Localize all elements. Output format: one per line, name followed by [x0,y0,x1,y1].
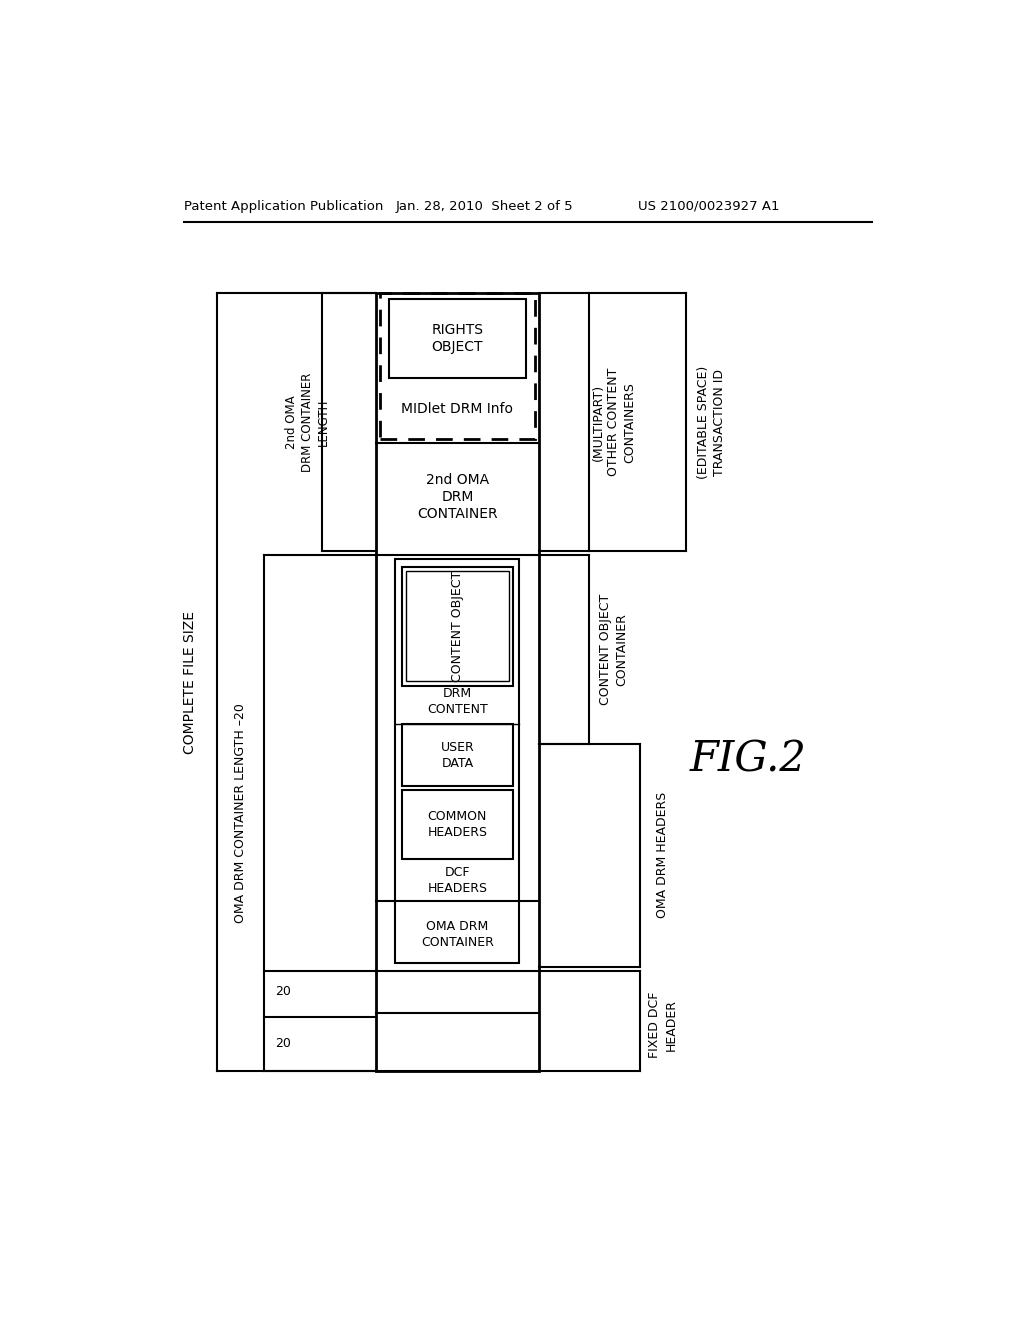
Text: (EDITABLE SPACE)
TRANSACTION ID: (EDITABLE SPACE) TRANSACTION ID [697,366,726,479]
Text: Patent Application Publication: Patent Application Publication [183,199,383,213]
Text: CONTENT OBJECT
CONTAINER: CONTENT OBJECT CONTAINER [599,594,629,705]
Text: 2nd OMA
DRM CONTAINER
LENGTH: 2nd OMA DRM CONTAINER LENGTH [286,372,331,471]
Text: COMMON
HEADERS: COMMON HEADERS [427,810,487,840]
Text: CONTENT OBJECT: CONTENT OBJECT [451,570,464,682]
Bar [401,789,513,859]
Text: MIDlet DRM Info: MIDlet DRM Info [401,401,513,416]
Text: OMA DRM HEADERS: OMA DRM HEADERS [656,792,670,919]
Text: (MULTIPART)
OTHER CONTENT
CONTAINERS: (MULTIPART) OTHER CONTENT CONTAINERS [592,368,637,477]
Text: 20: 20 [275,986,291,998]
Text: US 2100/0023927 A1: US 2100/0023927 A1 [638,199,779,213]
Text: USER
DATA: USER DATA [440,741,474,770]
Bar [407,572,509,681]
Bar [380,293,535,440]
Text: OMA DRM
CONTAINER: OMA DRM CONTAINER [421,920,494,949]
Text: FIG.2: FIG.2 [689,738,807,780]
Text: RIGHTS
OBJECT: RIGHTS OBJECT [431,323,483,354]
Text: OMA DRM CONTAINER LENGTH –20: OMA DRM CONTAINER LENGTH –20 [233,704,247,923]
Bar [401,566,513,686]
Bar [401,725,513,785]
Text: 20: 20 [275,1038,291,1051]
Text: FIXED DCF
HEADER: FIXED DCF HEADER [648,991,677,1057]
Bar [389,300,525,378]
Text: DCF
HEADERS: DCF HEADERS [427,866,487,895]
Text: 2nd OMA
DRM
CONTAINER: 2nd OMA DRM CONTAINER [417,473,498,521]
Text: COMPLETE FILE SIZE: COMPLETE FILE SIZE [183,610,197,754]
Text: Jan. 28, 2010  Sheet 2 of 5: Jan. 28, 2010 Sheet 2 of 5 [395,199,573,213]
Bar [395,558,519,964]
Bar [376,293,539,1071]
Text: DRM
CONTENT: DRM CONTENT [427,686,487,715]
